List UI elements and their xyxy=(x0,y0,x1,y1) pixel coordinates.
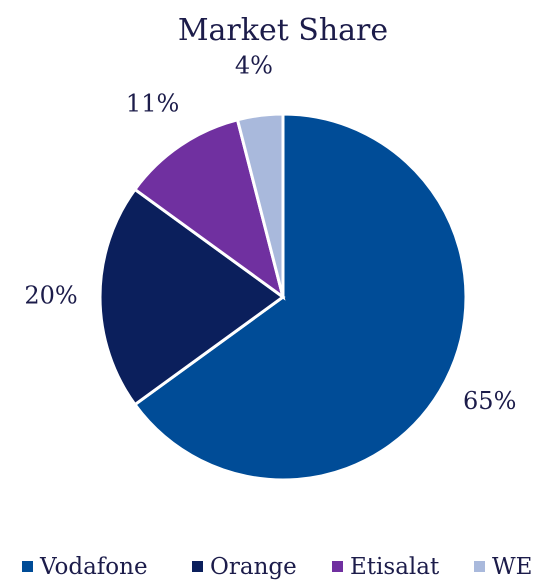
data-label: 4% xyxy=(235,51,273,79)
legend-label: WE xyxy=(492,554,532,580)
pie-slice xyxy=(235,112,285,298)
legend-label: Vodafone xyxy=(39,554,148,580)
legend-swatch xyxy=(192,561,203,572)
legend-swatch xyxy=(474,561,485,572)
data-label: 65% xyxy=(463,387,516,415)
pie-slice xyxy=(132,117,286,301)
data-label: 20% xyxy=(24,282,77,310)
legend-label: Orange xyxy=(210,554,297,580)
data-label: 11% xyxy=(126,90,179,118)
chart-title: Market Share xyxy=(178,13,388,48)
pie-slice xyxy=(98,187,286,407)
pie-slice xyxy=(132,112,468,482)
legend-swatch xyxy=(22,561,33,572)
legend-label: Etisalat xyxy=(350,554,440,580)
legend-swatch xyxy=(332,561,343,572)
